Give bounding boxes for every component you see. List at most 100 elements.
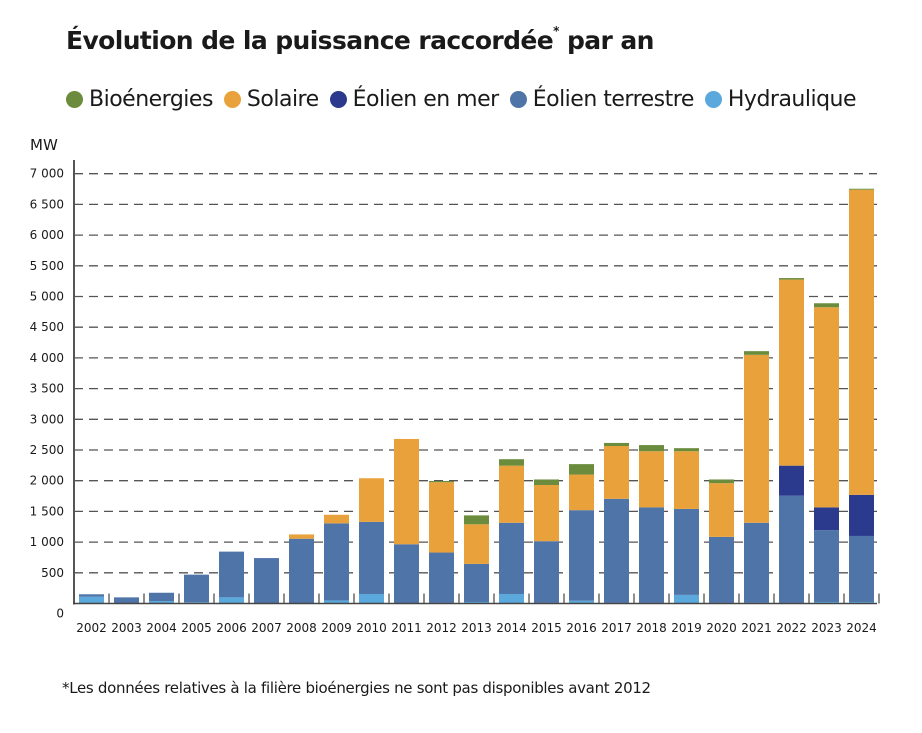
bar-segment-hydraulique bbox=[814, 601, 839, 604]
bar-segment-eolien-terrestre bbox=[114, 597, 139, 604]
y-tick-label: 6 000 bbox=[30, 228, 64, 242]
bar-segment-eolien-terrestre bbox=[394, 544, 419, 604]
bar-segment-bioenergies bbox=[639, 445, 664, 452]
y-tick-label: 500 bbox=[41, 566, 64, 580]
y-tick-label: 4 500 bbox=[30, 320, 64, 334]
bar-segment-solaire bbox=[604, 446, 629, 499]
y-tick-label: 7 000 bbox=[30, 167, 64, 181]
bar-segment-eolien-en-mer bbox=[779, 465, 804, 496]
x-tick-label: 2011 bbox=[391, 621, 422, 635]
bar-segment-eolien-terrestre bbox=[639, 507, 664, 603]
bar-segment-eolien-terrestre bbox=[534, 541, 559, 603]
x-tick-label: 2013 bbox=[461, 621, 492, 635]
legend-item-hydraulique: Hydraulique bbox=[704, 87, 857, 112]
bar-segment-bioenergies bbox=[709, 479, 734, 484]
bar-segment-solaire bbox=[429, 482, 454, 553]
x-tick-label: 2002 bbox=[76, 621, 107, 635]
legend-item-eolien-terrestre: Éolien terrestre bbox=[509, 87, 695, 112]
legend-swatch-eolien-terrestre bbox=[509, 91, 527, 108]
bar-segment-solaire bbox=[814, 307, 839, 508]
legend-label: Hydraulique bbox=[727, 87, 857, 112]
chart-title: Évolution de la puissance raccordée* par… bbox=[66, 24, 654, 55]
bar-segment-solaire bbox=[464, 524, 489, 564]
x-tick-label: 2010 bbox=[356, 621, 387, 635]
y-tick-label: 5 000 bbox=[30, 290, 64, 304]
chart-title-text: Évolution de la puissance raccordée bbox=[66, 26, 554, 55]
bar-segment-eolien-terrestre bbox=[219, 551, 244, 598]
bar-segment-solaire bbox=[849, 189, 874, 495]
x-tick-label: 2018 bbox=[636, 621, 667, 635]
bar-segment-solaire bbox=[744, 354, 769, 523]
bar-segment-eolien-terrestre bbox=[254, 558, 279, 604]
x-tick-label: 2023 bbox=[811, 621, 842, 635]
legend-item-solaire: Solaire bbox=[223, 87, 319, 112]
x-tick-label: 2009 bbox=[321, 621, 352, 635]
legend: Bioénergies Solaire Éolien en mer Éolien te… bbox=[66, 87, 867, 112]
bar-segment-hydraulique bbox=[849, 601, 874, 604]
legend-label: Éolien en mer bbox=[352, 87, 500, 112]
footnote: *Les données relatives à la filière bioé… bbox=[62, 679, 651, 697]
bar-segment-bioenergies bbox=[814, 303, 839, 308]
y-tick-label: 1 500 bbox=[30, 504, 64, 518]
bar-segment-bioenergies bbox=[674, 448, 699, 452]
x-tick-label: 2008 bbox=[286, 621, 317, 635]
y-axis-unit-label: MW bbox=[30, 136, 58, 154]
legend-label: Éolien terrestre bbox=[532, 87, 695, 112]
bar-segment-solaire bbox=[709, 483, 734, 537]
bar-segment-bioenergies bbox=[429, 481, 454, 483]
bar-segment-eolien-terrestre bbox=[744, 522, 769, 603]
bar-segment-solaire bbox=[289, 534, 314, 539]
bar-segment-eolien-terrestre bbox=[184, 574, 209, 603]
bar-segment-eolien-terrestre bbox=[569, 510, 594, 601]
bar-segment-eolien-terrestre bbox=[79, 594, 104, 597]
x-tick-label: 2022 bbox=[776, 621, 807, 635]
chart-title-suffix: par an bbox=[566, 26, 654, 55]
bar-segment-eolien-terrestre bbox=[674, 508, 699, 595]
x-tick-label: 2012 bbox=[426, 621, 457, 635]
bar-segment-solaire bbox=[324, 514, 349, 524]
legend-item-bioenergies: Bioénergies bbox=[66, 87, 213, 112]
y-tick-label: 6 500 bbox=[30, 197, 64, 211]
bar-segment-eolien-terrestre bbox=[359, 521, 384, 594]
y-tick-label: 2 000 bbox=[30, 474, 64, 488]
bar-segment-solaire bbox=[569, 474, 594, 511]
bar-segment-hydraulique bbox=[464, 601, 489, 604]
bar-segment-eolien-terrestre bbox=[849, 535, 874, 602]
bar-segment-hydraulique bbox=[219, 597, 244, 604]
x-tick-label: 2007 bbox=[251, 621, 282, 635]
bar-segment-solaire bbox=[779, 279, 804, 466]
bar-segment-bioenergies bbox=[779, 278, 804, 280]
bar-segment-solaire bbox=[359, 478, 384, 522]
bar-segment-eolien-terrestre bbox=[604, 498, 629, 603]
bar-segment-bioenergies bbox=[534, 479, 559, 485]
bar-segment-bioenergies bbox=[569, 464, 594, 475]
y-tick-label: 4 000 bbox=[30, 351, 64, 365]
bar-segment-eolien-terrestre bbox=[779, 495, 804, 603]
legend-label: Bioénergies bbox=[89, 87, 213, 112]
bar-segment-hydraulique bbox=[79, 596, 104, 604]
x-tick-label: 2003 bbox=[111, 621, 142, 635]
bar-segment-eolien-terrestre bbox=[324, 523, 349, 601]
legend-swatch-hydraulique bbox=[704, 91, 722, 108]
bar-segment-bioenergies bbox=[849, 188, 874, 190]
bar-segment-solaire bbox=[499, 465, 524, 523]
bar-segment-bioenergies bbox=[744, 351, 769, 355]
y-tick-label: 3 500 bbox=[30, 382, 64, 396]
y-tick-label: 5 500 bbox=[30, 259, 64, 273]
footnote-mark: * bbox=[553, 24, 559, 38]
legend-label: Solaire bbox=[246, 87, 319, 112]
bar-segment-hydraulique bbox=[149, 601, 174, 604]
x-tick-label: 2006 bbox=[216, 621, 247, 635]
bar-segment-hydraulique bbox=[359, 593, 384, 604]
bar-segment-hydraulique bbox=[569, 600, 594, 604]
bar-segment-hydraulique bbox=[324, 600, 349, 604]
bar-segment-solaire bbox=[534, 484, 559, 542]
bar-segment-eolien-en-mer bbox=[849, 494, 874, 536]
legend-swatch-solaire bbox=[223, 91, 241, 108]
x-tick-label: 2016 bbox=[566, 621, 597, 635]
bar-segment-eolien-en-mer bbox=[814, 507, 839, 531]
bar-segment-hydraulique bbox=[674, 594, 699, 604]
y-tick-label: 0 bbox=[56, 607, 64, 621]
bar-segment-bioenergies bbox=[464, 515, 489, 525]
